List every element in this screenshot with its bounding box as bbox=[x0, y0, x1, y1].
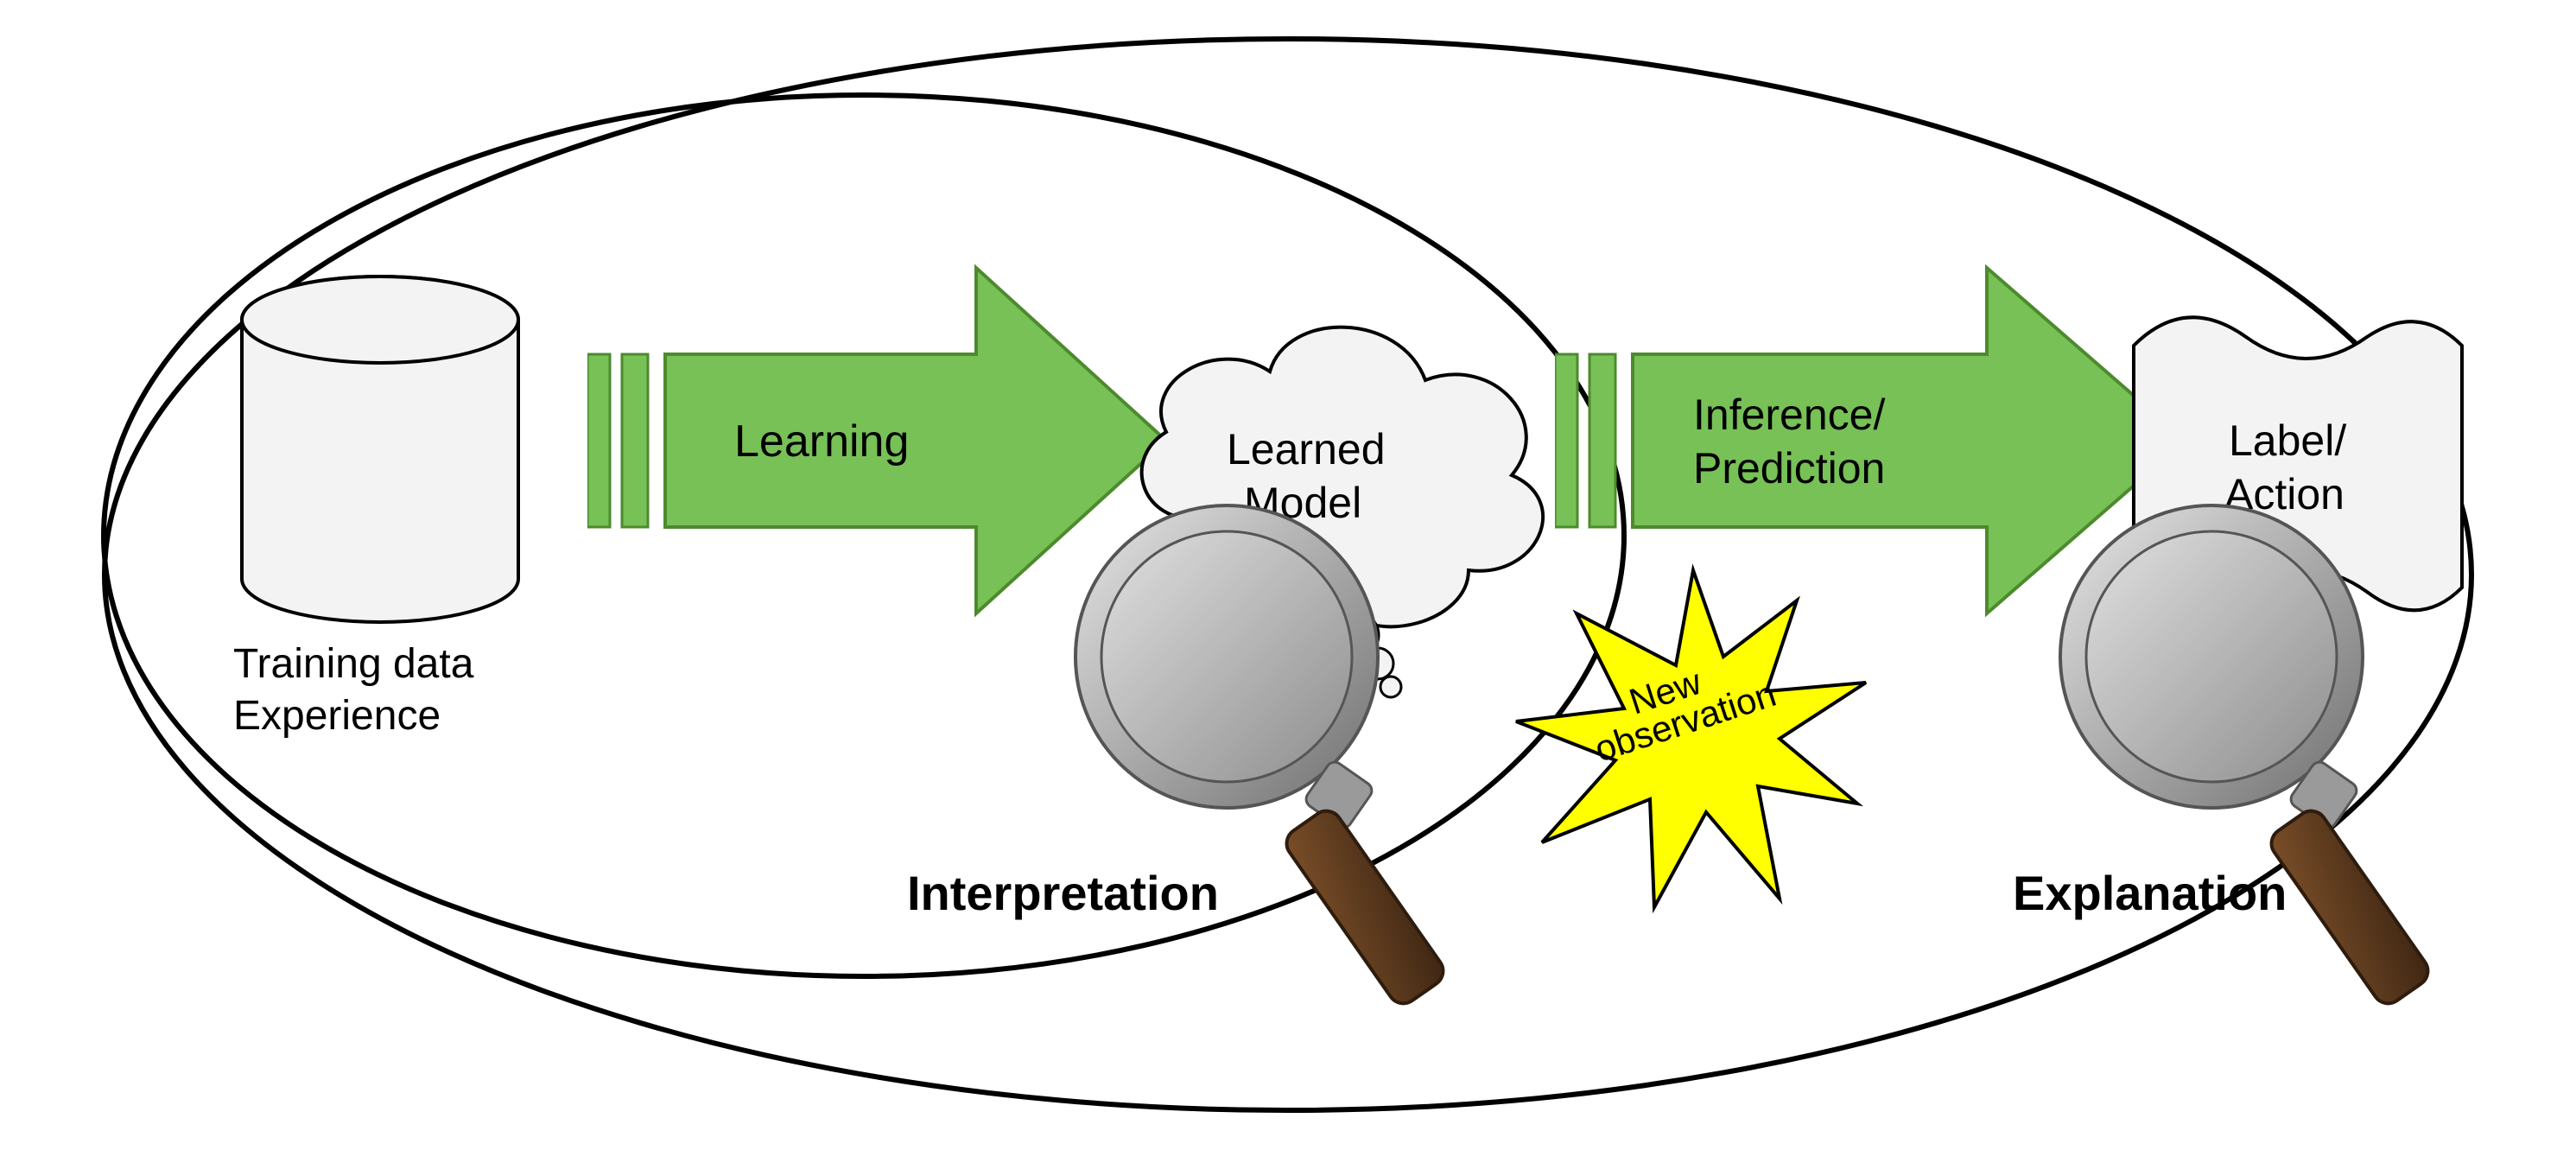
training-data-label-2: Experience bbox=[233, 691, 441, 741]
diagram-stage: Training data Experience Learning Learne… bbox=[0, 0, 2576, 1150]
learned-model-label-1: Learned bbox=[1227, 423, 1386, 475]
inference-arrow-label-1: Inference/ bbox=[1693, 389, 1885, 441]
training-data-cylinder bbox=[225, 268, 536, 639]
magnifier-left-icon bbox=[1045, 484, 1529, 1020]
magnifier-right-icon bbox=[2030, 484, 2514, 1020]
interpretation-label: Interpretation bbox=[907, 864, 1219, 922]
new-observation-starburst bbox=[1503, 553, 1883, 933]
learning-arrow-label: Learning bbox=[734, 415, 909, 468]
explanation-label: Explanation bbox=[2013, 864, 2287, 922]
inference-arrow-label-2: Prediction bbox=[1693, 442, 1885, 494]
training-data-label-1: Training data bbox=[233, 639, 473, 689]
label-action-label-1: Label/ bbox=[2229, 415, 2346, 467]
